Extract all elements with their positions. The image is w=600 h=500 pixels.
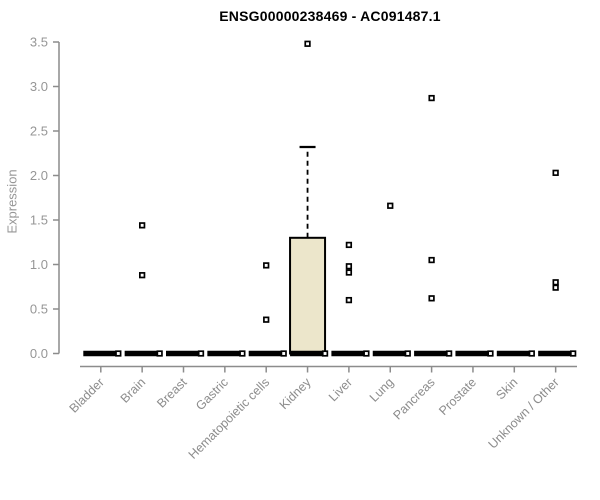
bar-end-marker (197, 350, 205, 357)
y-tick-label: 0.5 (30, 302, 48, 317)
median-bar (248, 350, 284, 357)
bar-end-marker (404, 350, 411, 357)
y-tick-label: 0.0 (30, 346, 48, 361)
bar-end-marker (363, 350, 370, 357)
chart-title: ENSG00000238469 - AC091487.1 (219, 8, 441, 24)
median-bar (124, 350, 160, 357)
x-tick-label: Liver (326, 375, 355, 404)
bar-end-marker (528, 350, 535, 357)
median-bar (372, 350, 408, 357)
x-tick-label: Kidney (277, 375, 314, 412)
x-tick-label: Breast (154, 375, 190, 411)
y-tick-label: 3.0 (30, 79, 48, 94)
bar-end-marker (321, 350, 329, 357)
outlier-point (263, 262, 270, 269)
outlier-point (428, 256, 435, 264)
bar-end-marker (280, 350, 287, 357)
outlier-point (387, 202, 394, 209)
bar-end-marker (115, 350, 122, 357)
y-tick-label: 3.5 (30, 35, 48, 50)
y-tick-label: 1.0 (30, 257, 48, 272)
bar-end-marker (445, 350, 453, 357)
outlier-point (428, 94, 435, 102)
bar-end-marker (569, 350, 577, 357)
y-tick-label: 1.5 (30, 213, 48, 228)
x-tick-label: Skin (493, 375, 520, 402)
outlier-point (304, 40, 311, 47)
outlier-point (345, 241, 353, 249)
outlier-point (552, 169, 559, 176)
x-tick-label: Prostate (436, 375, 479, 418)
median-bar (166, 350, 201, 357)
x-tick-label: Gastric (193, 375, 231, 413)
median-bar (331, 350, 367, 357)
outlier-point (345, 296, 353, 304)
y-tick-label: 2.0 (30, 168, 48, 183)
x-tick-label: Lung (367, 375, 397, 405)
bar-end-marker (487, 350, 494, 357)
outlier-point (263, 316, 270, 323)
outlier-point (345, 263, 353, 270)
bar-end-marker (156, 350, 163, 357)
box-iqr (289, 236, 327, 355)
x-tick-label: Unknown / Other (486, 375, 562, 451)
x-tick-label: Pancreas (390, 375, 437, 422)
outlier-point (428, 295, 435, 302)
x-tick-label: Brain (118, 375, 149, 406)
median-bar (496, 350, 532, 357)
median-bar (538, 350, 574, 357)
outlier-point (345, 269, 353, 276)
median-bar (290, 350, 326, 357)
median-bar (455, 350, 491, 357)
outlier-point (139, 272, 146, 279)
y-tick-label: 2.5 (30, 124, 48, 139)
median-bar (414, 350, 450, 357)
median-bar (83, 350, 119, 357)
x-tick-label: Bladder (67, 375, 107, 415)
bar-end-marker (239, 350, 246, 357)
outlier-point (552, 284, 559, 291)
outlier-point (139, 222, 146, 229)
outlier-point (552, 279, 559, 286)
median-bar (207, 350, 243, 357)
x-tick-label: Hematopoietic cells (186, 375, 273, 462)
